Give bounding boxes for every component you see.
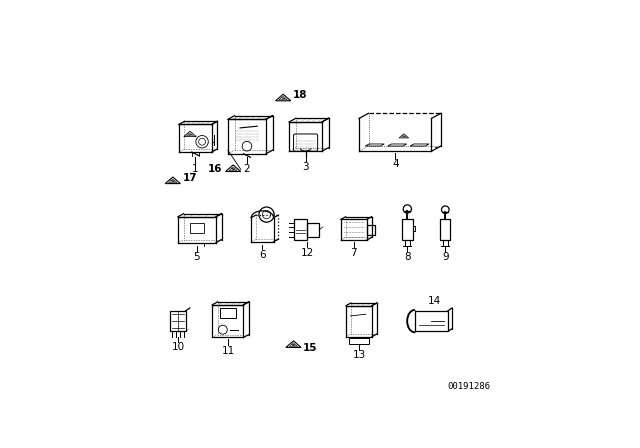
Text: 11: 11 <box>221 346 235 356</box>
Text: 16: 16 <box>208 164 223 174</box>
Text: 12: 12 <box>301 248 314 258</box>
Text: 17: 17 <box>182 173 197 183</box>
Text: 18: 18 <box>293 90 307 100</box>
Bar <box>190 224 204 233</box>
Text: 9: 9 <box>442 253 449 263</box>
Bar <box>220 308 236 318</box>
Text: 6: 6 <box>259 250 266 260</box>
Text: 15: 15 <box>303 343 317 353</box>
Text: 14: 14 <box>428 296 442 306</box>
Text: 1: 1 <box>192 164 198 174</box>
Text: 00191286: 00191286 <box>447 382 490 391</box>
Text: 8: 8 <box>404 253 411 263</box>
Text: 7: 7 <box>351 248 357 258</box>
Text: 3: 3 <box>302 162 309 172</box>
Text: 10: 10 <box>172 342 184 353</box>
Text: 4: 4 <box>392 159 399 169</box>
Text: 13: 13 <box>353 350 365 361</box>
Text: 5: 5 <box>194 252 200 262</box>
Text: 2: 2 <box>244 164 250 174</box>
